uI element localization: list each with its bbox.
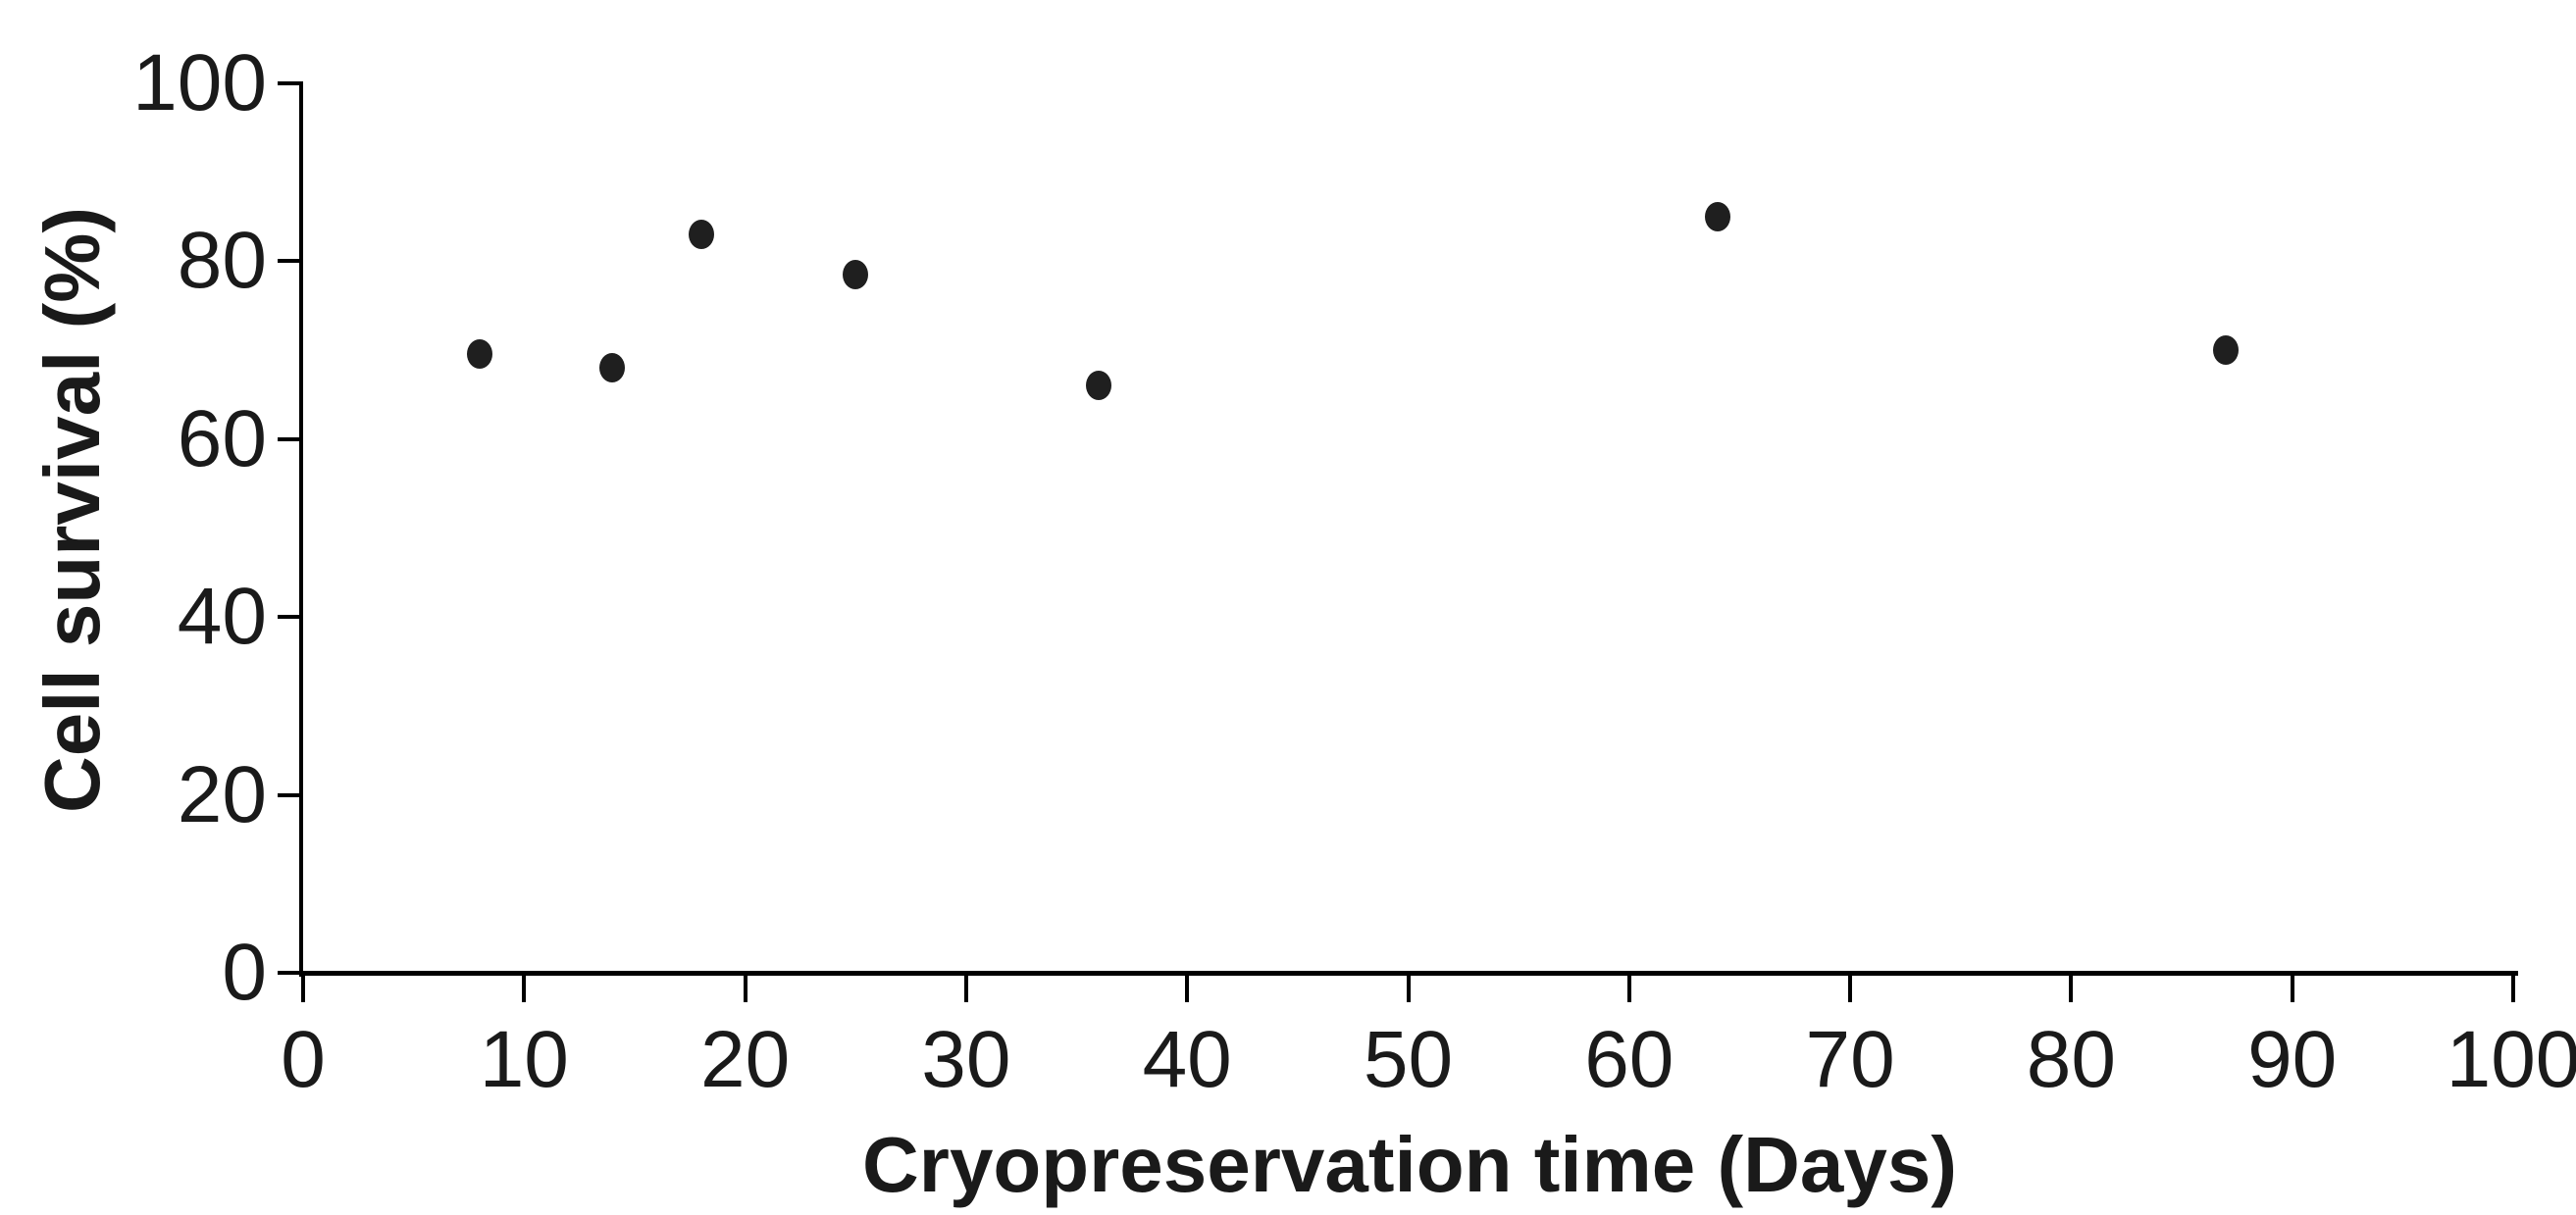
data-point [688, 220, 714, 250]
y-tick-mark [278, 436, 300, 441]
y-tick-mark [278, 792, 300, 797]
x-tick-mark [963, 976, 968, 1002]
y-tick-label: 60 [177, 393, 267, 483]
x-tick-mark [1848, 976, 1853, 1002]
x-tick-label: 50 [1363, 1015, 1454, 1104]
x-tick-mark [1626, 976, 1631, 1002]
x-tick-mark [743, 976, 747, 1002]
x-tick-mark [2069, 976, 2074, 1002]
x-tick-mark [2511, 976, 2515, 1002]
y-tick-mark [278, 615, 300, 620]
y-axis-title: Cell survival (%) [28, 206, 116, 814]
y-axis-line [299, 81, 303, 977]
data-point [599, 353, 626, 383]
y-tick-mark [278, 80, 300, 85]
x-tick-label: 60 [1584, 1015, 1674, 1104]
x-axis-line [299, 971, 2518, 976]
x-tick-mark [522, 976, 527, 1002]
y-tick-label: 100 [132, 37, 267, 127]
y-tick-label: 40 [177, 572, 267, 662]
x-tick-label: 70 [1805, 1015, 1895, 1104]
y-tick-label: 80 [177, 216, 267, 306]
y-tick-mark [278, 259, 300, 264]
data-point [843, 259, 869, 289]
x-tick-label: 30 [921, 1015, 1011, 1104]
x-tick-label: 90 [2247, 1015, 2338, 1104]
x-tick-label: 10 [479, 1015, 569, 1104]
y-tick-label: 0 [222, 928, 267, 1017]
x-tick-label: 40 [1142, 1015, 1232, 1104]
x-axis-title: Cryopreservation time (Days) [862, 1121, 1957, 1208]
x-tick-mark [1406, 976, 1411, 1002]
x-tick-mark [2290, 976, 2294, 1002]
data-point [2213, 334, 2240, 365]
x-tick-label: 100 [2446, 1015, 2576, 1104]
data-point [467, 339, 493, 370]
x-tick-label: 80 [2026, 1015, 2116, 1104]
x-tick-label: 0 [281, 1015, 326, 1104]
x-tick-mark [301, 976, 305, 1002]
data-point [1086, 371, 1112, 401]
x-tick-label: 20 [699, 1015, 791, 1104]
data-point [1704, 201, 1730, 231]
y-tick-mark [278, 971, 300, 975]
y-tick-label: 20 [177, 749, 267, 839]
x-tick-mark [1185, 976, 1190, 1002]
